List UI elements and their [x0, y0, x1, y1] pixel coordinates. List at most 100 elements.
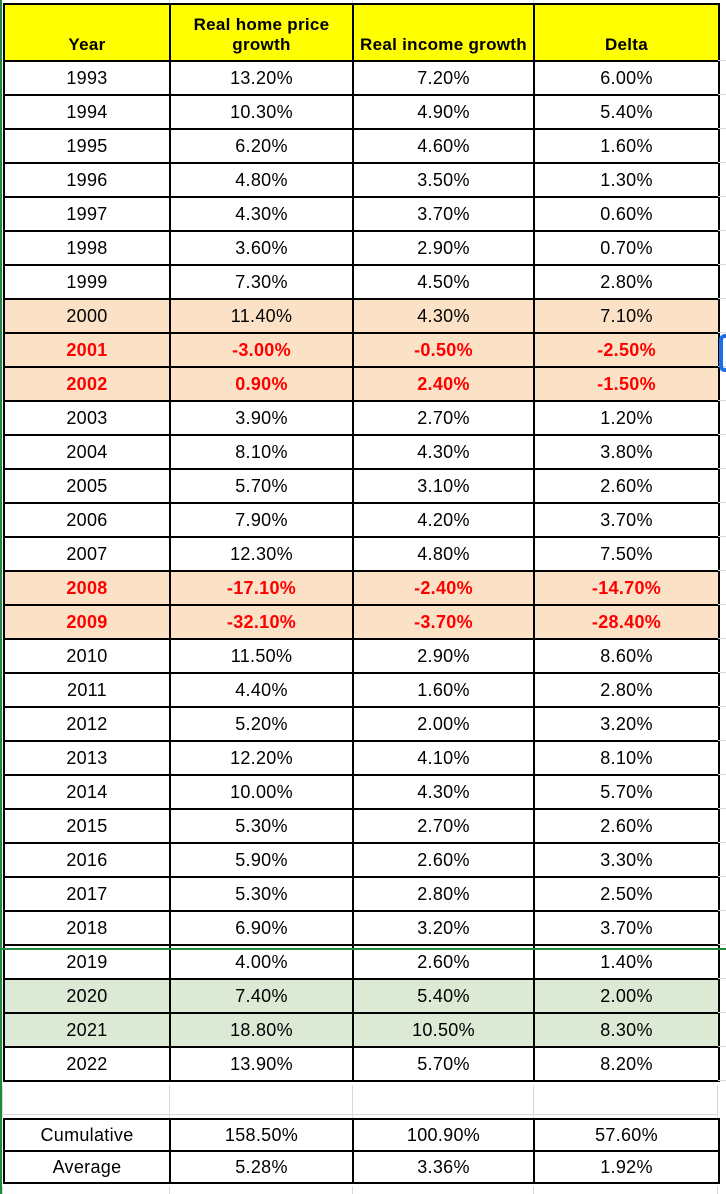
delta-cell[interactable]: 1.40%: [533, 944, 720, 980]
delta-cell[interactable]: 5.40%: [533, 94, 720, 130]
income-growth-cell[interactable]: -2.40%: [352, 570, 535, 606]
year-cell[interactable]: 2003: [3, 400, 171, 436]
home-price-growth-cell[interactable]: 12.20%: [169, 740, 354, 776]
delta-cell[interactable]: 2.60%: [533, 468, 720, 504]
income-growth-cell[interactable]: 3.70%: [352, 196, 535, 232]
home-price-growth-cell[interactable]: 7.30%: [169, 264, 354, 300]
year-cell[interactable]: 2009: [3, 604, 171, 640]
home-price-growth-cell[interactable]: 4.30%: [169, 196, 354, 232]
delta-cell[interactable]: 1.60%: [533, 128, 720, 164]
delta-cell[interactable]: 1.20%: [533, 400, 720, 436]
home-price-growth-cell[interactable]: 0.90%: [169, 366, 354, 402]
delta-cell[interactable]: 3.20%: [533, 706, 720, 742]
year-cell[interactable]: 1995: [3, 128, 171, 164]
delta-cell[interactable]: -14.70%: [533, 570, 720, 606]
year-cell[interactable]: 2016: [3, 842, 171, 878]
income-growth-cell[interactable]: 7.20%: [352, 60, 535, 96]
year-cell[interactable]: 1997: [3, 196, 171, 232]
income-growth-cell[interactable]: -0.50%: [352, 332, 535, 368]
income-growth-cell[interactable]: 3.50%: [352, 162, 535, 198]
income-growth-cell[interactable]: 3.10%: [352, 468, 535, 504]
home-price-growth-cell[interactable]: 13.20%: [169, 60, 354, 96]
home-price-growth-cell[interactable]: 11.40%: [169, 298, 354, 334]
home-price-growth-cell[interactable]: 4.80%: [169, 162, 354, 198]
delta-cell[interactable]: 3.70%: [533, 910, 720, 946]
column-header-income-growth[interactable]: Real income growth: [352, 3, 535, 62]
delta-cell[interactable]: 1.92%: [533, 1150, 720, 1184]
home-price-growth-cell[interactable]: 18.80%: [169, 1012, 354, 1048]
column-header-year[interactable]: Year: [3, 3, 171, 62]
delta-cell[interactable]: 0.70%: [533, 230, 720, 266]
home-price-growth-cell[interactable]: 5.20%: [169, 706, 354, 742]
income-growth-cell[interactable]: 2.80%: [352, 876, 535, 912]
delta-cell[interactable]: 0.60%: [533, 196, 720, 232]
home-price-growth-cell[interactable]: -32.10%: [169, 604, 354, 640]
income-growth-cell[interactable]: 4.90%: [352, 94, 535, 130]
home-price-growth-cell[interactable]: 5.90%: [169, 842, 354, 878]
home-price-growth-cell[interactable]: 4.00%: [169, 944, 354, 980]
delta-cell[interactable]: 1.30%: [533, 162, 720, 198]
year-cell[interactable]: 2010: [3, 638, 171, 674]
income-growth-cell[interactable]: 3.36%: [352, 1150, 535, 1184]
income-growth-cell[interactable]: 2.00%: [352, 706, 535, 742]
income-growth-cell[interactable]: 1.60%: [352, 672, 535, 708]
delta-cell[interactable]: 7.10%: [533, 298, 720, 334]
year-cell[interactable]: 2006: [3, 502, 171, 538]
delta-cell[interactable]: -2.50%: [533, 332, 720, 368]
summary-label-cell[interactable]: Cumulative: [3, 1118, 171, 1152]
year-cell[interactable]: 2018: [3, 910, 171, 946]
income-growth-cell[interactable]: 4.10%: [352, 740, 535, 776]
delta-cell[interactable]: 8.30%: [533, 1012, 720, 1048]
year-cell[interactable]: 1998: [3, 230, 171, 266]
delta-cell[interactable]: 8.10%: [533, 740, 720, 776]
delta-cell[interactable]: 5.70%: [533, 774, 720, 810]
column-header-home-price-growth[interactable]: Real home price growth: [169, 3, 354, 62]
year-cell[interactable]: 2011: [3, 672, 171, 708]
income-growth-cell[interactable]: 2.40%: [352, 366, 535, 402]
income-growth-cell[interactable]: 2.60%: [352, 842, 535, 878]
year-cell[interactable]: 2014: [3, 774, 171, 810]
income-growth-cell[interactable]: 4.30%: [352, 434, 535, 470]
delta-cell[interactable]: 8.60%: [533, 638, 720, 674]
home-price-growth-cell[interactable]: 8.10%: [169, 434, 354, 470]
delta-cell[interactable]: 8.20%: [533, 1046, 720, 1082]
year-cell[interactable]: 2019: [3, 944, 171, 980]
year-cell[interactable]: 2017: [3, 876, 171, 912]
income-growth-cell[interactable]: 10.50%: [352, 1012, 535, 1048]
income-growth-cell[interactable]: 4.80%: [352, 536, 535, 572]
income-growth-cell[interactable]: 100.90%: [352, 1118, 535, 1152]
year-cell[interactable]: 2020: [3, 978, 171, 1014]
income-growth-cell[interactable]: 4.60%: [352, 128, 535, 164]
income-growth-cell[interactable]: 2.90%: [352, 638, 535, 674]
year-cell[interactable]: 2008: [3, 570, 171, 606]
home-price-growth-cell[interactable]: -17.10%: [169, 570, 354, 606]
home-price-growth-cell[interactable]: 5.70%: [169, 468, 354, 504]
delta-cell[interactable]: 57.60%: [533, 1118, 720, 1152]
delta-cell[interactable]: -28.40%: [533, 604, 720, 640]
income-growth-cell[interactable]: 3.20%: [352, 910, 535, 946]
year-cell[interactable]: 1994: [3, 94, 171, 130]
column-header-delta[interactable]: Delta: [533, 3, 720, 62]
year-cell[interactable]: 2002: [3, 366, 171, 402]
income-growth-cell[interactable]: 4.50%: [352, 264, 535, 300]
home-price-growth-cell[interactable]: 4.40%: [169, 672, 354, 708]
income-growth-cell[interactable]: -3.70%: [352, 604, 535, 640]
delta-cell[interactable]: 2.80%: [533, 264, 720, 300]
home-price-growth-cell[interactable]: 3.90%: [169, 400, 354, 436]
home-price-growth-cell[interactable]: 5.30%: [169, 808, 354, 844]
year-cell[interactable]: 2004: [3, 434, 171, 470]
home-price-growth-cell[interactable]: 6.90%: [169, 910, 354, 946]
delta-cell[interactable]: 3.30%: [533, 842, 720, 878]
home-price-growth-cell[interactable]: 158.50%: [169, 1118, 354, 1152]
income-growth-cell[interactable]: 4.20%: [352, 502, 535, 538]
home-price-growth-cell[interactable]: 5.28%: [169, 1150, 354, 1184]
home-price-growth-cell[interactable]: 13.90%: [169, 1046, 354, 1082]
income-growth-cell[interactable]: 4.30%: [352, 298, 535, 334]
year-cell[interactable]: 2001: [3, 332, 171, 368]
home-price-growth-cell[interactable]: 7.40%: [169, 978, 354, 1014]
income-growth-cell[interactable]: 4.30%: [352, 774, 535, 810]
year-cell[interactable]: 2005: [3, 468, 171, 504]
year-cell[interactable]: 2007: [3, 536, 171, 572]
home-price-growth-cell[interactable]: 3.60%: [169, 230, 354, 266]
home-price-growth-cell[interactable]: 6.20%: [169, 128, 354, 164]
